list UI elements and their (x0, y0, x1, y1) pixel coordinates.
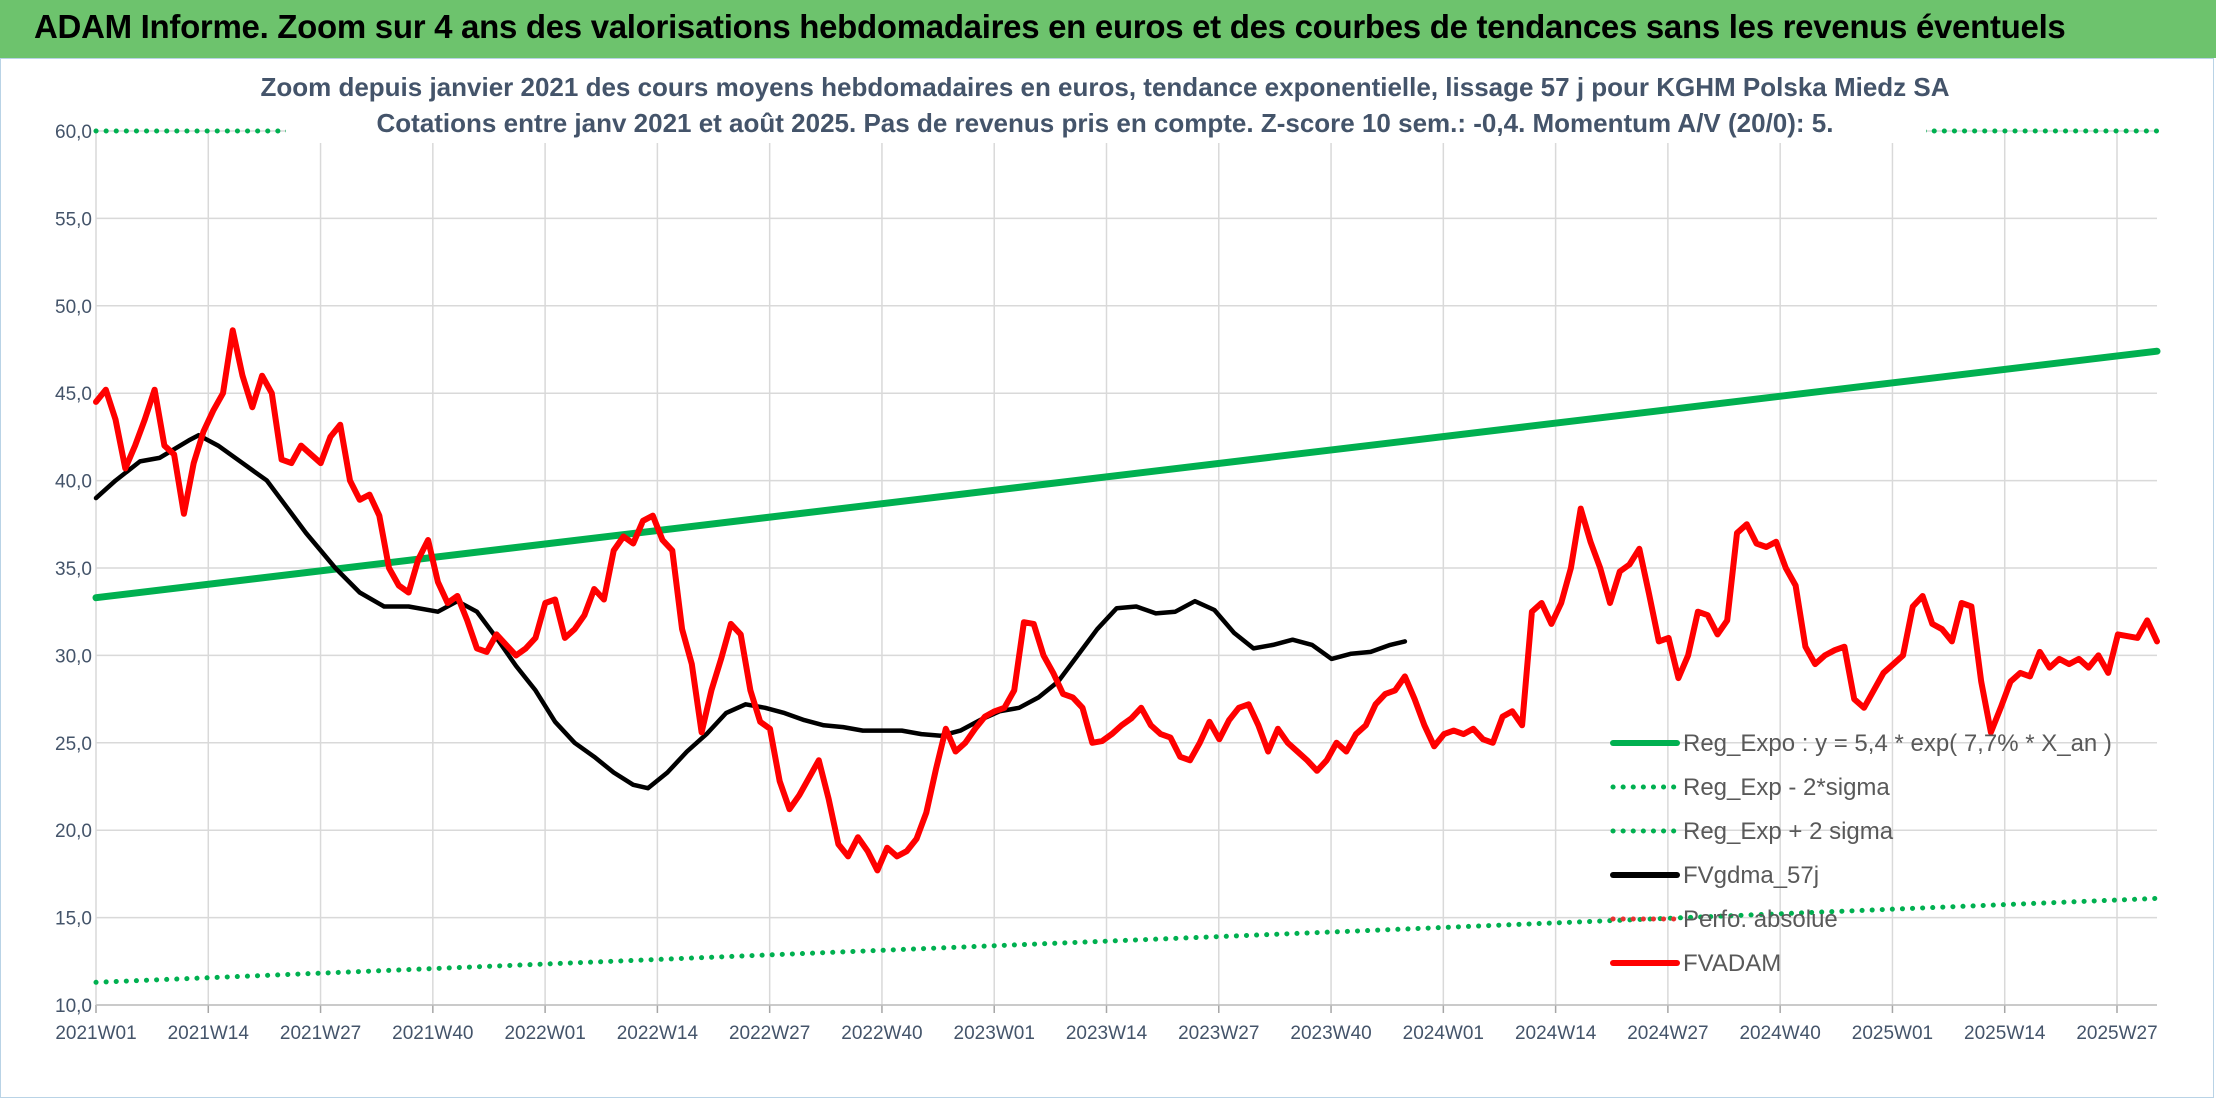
chart-title: Zoom depuis janvier 2021 des cours moyen… (260, 72, 1949, 102)
x-tick-label: 2023W14 (1066, 1023, 1148, 1044)
series-group (92, 128, 2161, 985)
y-tick-label: 50,0 (55, 297, 92, 318)
y-tick-label: 25,0 (55, 734, 92, 755)
x-tick-label: 2023W27 (1178, 1023, 1259, 1044)
x-tick-label: 2021W01 (55, 1023, 136, 1044)
y-tick-label: 10,0 (55, 996, 92, 1017)
y-tick-label: 45,0 (55, 384, 92, 405)
series-line-3 (93, 432, 1408, 791)
x-tick-label: 2024W01 (1403, 1023, 1484, 1044)
gridlines (95, 130, 2157, 1006)
line-chart: 10,0 15,0 20,0 25,0 30,0 35,0 40,0 45,0 50,0 55,0… (55, 61, 2161, 1044)
legend-label: Reg_Expo : y = 5,4 * exp( 7,7% * X_an ) (1683, 730, 2112, 757)
legend-label: FVgdma_57j (1683, 862, 1819, 889)
x-tick-label: 2025W27 (2076, 1023, 2157, 1044)
y-tick-label: 30,0 (55, 646, 92, 667)
x-tick-label: 2021W40 (392, 1023, 473, 1044)
series-line-0 (92, 347, 2161, 602)
legend-label: FVADAM (1683, 950, 1781, 977)
chart-titles: Zoom depuis janvier 2021 des cours moyen… (260, 61, 1950, 143)
x-tick-label: 2022W27 (729, 1023, 810, 1044)
legend-label: Perfo. absolue (1683, 906, 1838, 933)
y-tick-label: 20,0 (55, 821, 92, 842)
y-tick-label: 60,0 (55, 122, 92, 143)
x-tick-label: 2025W14 (1964, 1023, 2046, 1044)
x-tick-label: 2022W14 (617, 1023, 699, 1044)
chart-subtitle: Cotations entre janv 2021 et août 2025. … (377, 108, 1834, 138)
y-axis: 10,0 15,0 20,0 25,0 30,0 35,0 40,0 45,0 50,0 55,0… (55, 122, 92, 1017)
report-banner: ADAM Informe. Zoom sur 4 ans des valoris… (0, 0, 2216, 58)
series-line-1 (93, 895, 2160, 985)
chart-legend: Reg_Expo : y = 5,4 * exp( 7,7% * X_an ) R… (1610, 730, 2112, 977)
x-tick-label: 2022W01 (504, 1023, 585, 1044)
x-tick-label: 2023W40 (1290, 1023, 1371, 1044)
report-title: ADAM Informe. Zoom sur 4 ans des valoris… (34, 8, 2066, 45)
x-tick-label: 2023W01 (954, 1023, 1035, 1044)
x-tick-label: 2024W27 (1627, 1023, 1708, 1044)
x-tick-label: 2021W27 (280, 1023, 361, 1044)
y-tick-label: 40,0 (55, 472, 92, 493)
x-tick-label: 2025W01 (1852, 1023, 1933, 1044)
legend-label: Reg_Exp + 2 sigma (1683, 818, 1894, 845)
x-tick-label: 2021W14 (168, 1023, 250, 1044)
legend-label: Reg_Exp - 2*sigma (1683, 774, 1890, 801)
x-tick-label: 2022W40 (841, 1023, 922, 1044)
y-tick-label: 15,0 (55, 909, 92, 930)
y-tick-label: 35,0 (55, 559, 92, 580)
series-line-5 (93, 327, 2160, 874)
x-axis: 2021W01 2021W14 2021W27 2021W40 2022W01 2022W… (55, 1004, 2158, 1044)
chart-frame: 10,0 15,0 20,0 25,0 30,0 35,0 40,0 45,0 50,0 55,0… (0, 58, 2214, 1098)
x-tick-label: 2024W14 (1515, 1023, 1597, 1044)
y-tick-label: 55,0 (55, 209, 92, 230)
x-tick-label: 2024W40 (1739, 1023, 1820, 1044)
